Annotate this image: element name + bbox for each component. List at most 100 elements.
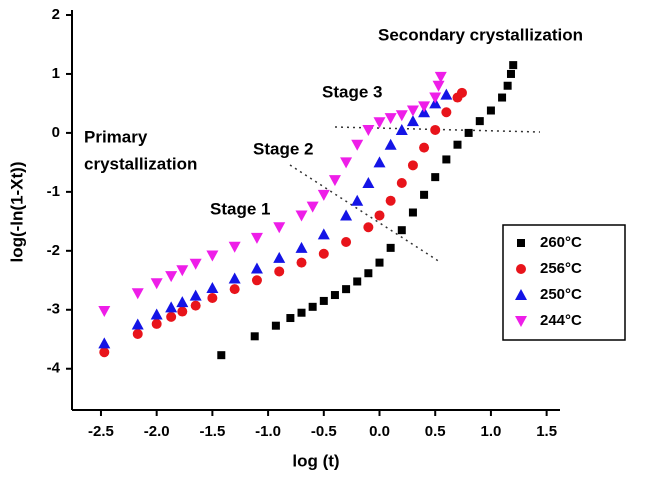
marker bbox=[340, 209, 353, 221]
y-tick-label: 1 bbox=[52, 65, 60, 82]
marker bbox=[364, 269, 373, 278]
legend-label: 244°C bbox=[540, 312, 582, 329]
marker bbox=[341, 236, 352, 247]
marker bbox=[395, 110, 408, 122]
marker bbox=[384, 113, 397, 125]
marker bbox=[176, 296, 189, 308]
marker bbox=[385, 195, 396, 206]
legend-label: 256°C bbox=[540, 260, 582, 277]
marker bbox=[229, 284, 240, 295]
marker bbox=[419, 142, 430, 153]
marker bbox=[340, 157, 353, 169]
marker bbox=[375, 258, 384, 267]
annotation: Secondary crystallization bbox=[378, 25, 583, 44]
marker bbox=[516, 264, 526, 274]
marker bbox=[486, 106, 495, 115]
marker bbox=[250, 332, 259, 341]
annotation: crystallization bbox=[84, 154, 197, 173]
annotation: Stage 2 bbox=[253, 139, 313, 158]
marker bbox=[273, 222, 286, 234]
marker bbox=[406, 105, 419, 117]
legend-label: 250°C bbox=[540, 286, 582, 303]
marker bbox=[441, 107, 452, 118]
marker bbox=[189, 258, 202, 270]
marker bbox=[176, 265, 189, 277]
marker bbox=[509, 61, 518, 70]
marker bbox=[328, 175, 341, 187]
x-tick-label: 1.5 bbox=[536, 423, 557, 440]
marker bbox=[373, 156, 386, 168]
marker bbox=[384, 138, 397, 150]
marker bbox=[132, 328, 143, 339]
marker bbox=[317, 228, 330, 240]
marker bbox=[351, 139, 364, 151]
marker bbox=[206, 281, 219, 293]
marker bbox=[515, 289, 527, 300]
x-tick-label: -0.5 bbox=[311, 423, 337, 440]
x-tick-label: 0.5 bbox=[425, 423, 446, 440]
marker bbox=[131, 318, 144, 330]
marker bbox=[295, 210, 308, 222]
marker bbox=[442, 155, 451, 164]
marker bbox=[420, 190, 429, 199]
x-tick-label: -1.0 bbox=[255, 423, 281, 440]
marker bbox=[228, 272, 241, 284]
marker bbox=[296, 257, 307, 268]
marker bbox=[98, 337, 111, 349]
marker bbox=[475, 117, 484, 126]
marker bbox=[177, 306, 188, 317]
marker bbox=[418, 101, 431, 113]
marker bbox=[251, 275, 262, 286]
marker bbox=[431, 173, 440, 182]
marker bbox=[271, 321, 280, 330]
marker bbox=[374, 210, 385, 221]
marker bbox=[250, 232, 263, 244]
marker bbox=[515, 316, 527, 327]
marker bbox=[464, 128, 473, 137]
annotation: Stage 3 bbox=[322, 82, 382, 101]
marker bbox=[330, 291, 339, 300]
marker bbox=[286, 314, 295, 323]
marker bbox=[131, 288, 144, 300]
marker bbox=[386, 243, 395, 252]
marker bbox=[440, 88, 453, 100]
marker bbox=[396, 178, 407, 189]
marker bbox=[432, 80, 445, 92]
marker bbox=[429, 92, 442, 104]
marker bbox=[165, 301, 178, 313]
marker bbox=[207, 292, 218, 303]
marker bbox=[295, 241, 308, 253]
marker bbox=[166, 311, 177, 322]
marker bbox=[362, 177, 375, 189]
marker bbox=[318, 248, 329, 259]
marker bbox=[517, 239, 525, 247]
marker bbox=[503, 81, 512, 90]
marker bbox=[150, 278, 163, 290]
x-tick-label: -2.5 bbox=[88, 423, 114, 440]
y-tick-label: -3 bbox=[47, 301, 60, 318]
y-tick-label: -2 bbox=[47, 242, 60, 259]
marker bbox=[498, 93, 507, 102]
guide-line bbox=[289, 164, 441, 263]
marker bbox=[217, 351, 226, 360]
marker bbox=[190, 300, 201, 311]
marker bbox=[165, 271, 178, 283]
y-tick-label: 2 bbox=[52, 6, 60, 23]
x-tick-label: -2.0 bbox=[144, 423, 170, 440]
marker bbox=[151, 318, 162, 329]
x-tick-label: 0.0 bbox=[369, 423, 390, 440]
marker bbox=[363, 222, 374, 233]
marker bbox=[407, 160, 418, 171]
marker bbox=[206, 250, 219, 262]
legend-label: 260°C bbox=[540, 234, 582, 251]
marker bbox=[306, 201, 319, 213]
marker bbox=[434, 71, 447, 83]
marker bbox=[408, 208, 417, 217]
marker bbox=[189, 289, 202, 301]
x-tick-label: -1.5 bbox=[199, 423, 225, 440]
y-tick-label: -1 bbox=[47, 183, 60, 200]
y-tick-label: 0 bbox=[52, 124, 60, 141]
marker bbox=[274, 266, 285, 277]
annotation: Primary bbox=[84, 127, 148, 146]
